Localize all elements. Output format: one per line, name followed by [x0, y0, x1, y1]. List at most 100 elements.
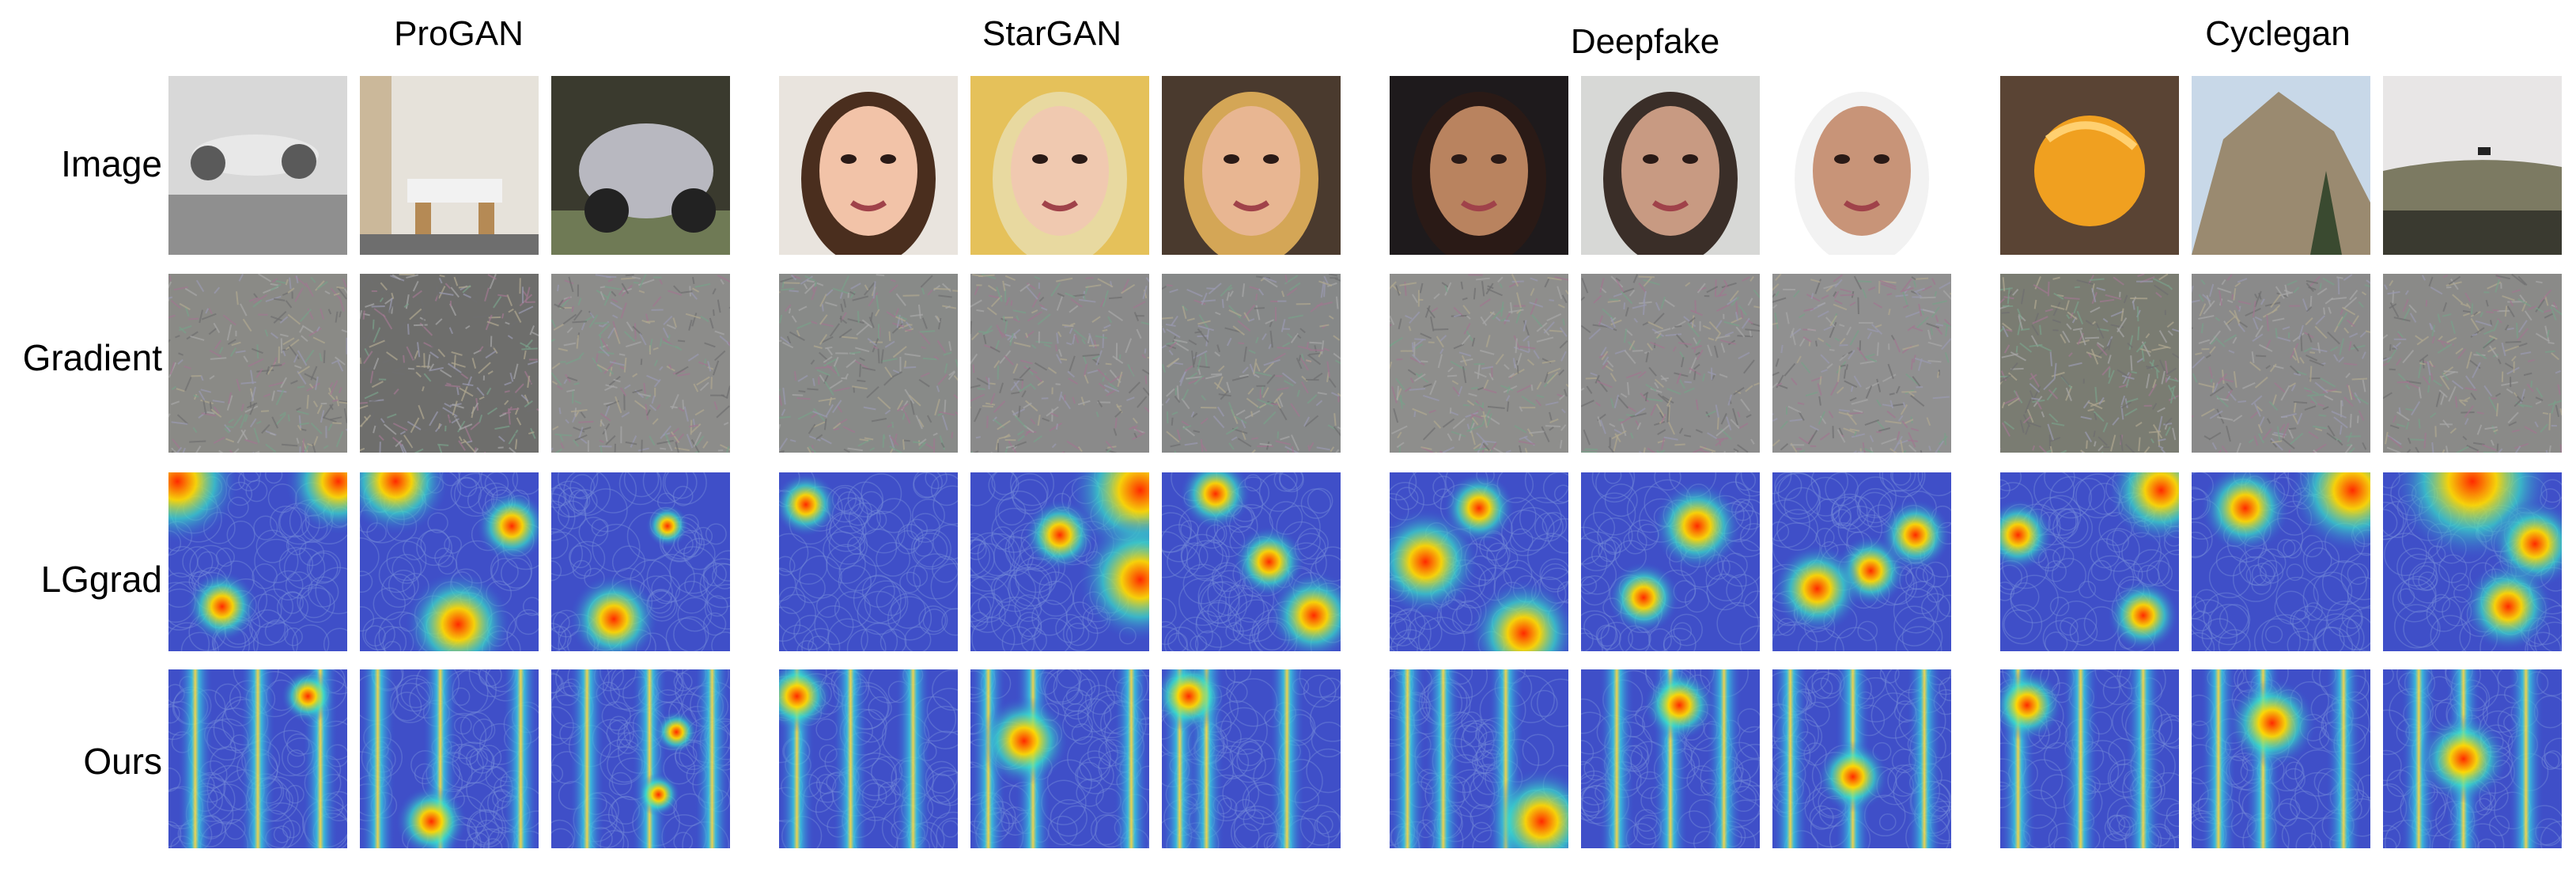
gradient-map-panel	[1162, 274, 1341, 453]
lggrad-heatmap-panel	[1390, 472, 1568, 651]
ours-heatmap-panel	[2192, 669, 2370, 848]
ours-heatmap-panel	[1581, 669, 1760, 848]
face-photo-panel	[1162, 76, 1341, 255]
gradient-map-icon	[360, 274, 539, 453]
heatmap-icon	[2383, 472, 2562, 651]
gradient-map-panel	[2000, 274, 2179, 453]
heatmap-icon	[551, 472, 730, 651]
lggrad-heatmap-panel	[168, 472, 347, 651]
heatmap-icon	[1390, 472, 1568, 651]
ours-heatmap-panel	[779, 669, 958, 848]
airplane-photo-icon	[168, 76, 347, 255]
face-photo-icon	[1581, 76, 1760, 255]
gradient-map-icon	[1162, 274, 1341, 453]
heatmap-icon	[360, 472, 539, 651]
lggrad-heatmap-panel	[2383, 472, 2562, 651]
dining-room-photo-icon	[360, 76, 539, 255]
heatmap-icon	[970, 669, 1149, 848]
gradient-map-panel	[779, 274, 958, 453]
gradient-map-icon	[551, 274, 730, 453]
ours-heatmap-panel	[168, 669, 347, 848]
lggrad-heatmap-panel	[1772, 472, 1951, 651]
gradient-map-panel	[1581, 274, 1760, 453]
ours-heatmap-panel	[1390, 669, 1568, 848]
gradient-map-panel	[2383, 274, 2562, 453]
heatmap-icon	[779, 472, 958, 651]
lggrad-heatmap-panel	[779, 472, 958, 651]
hill-horse-photo-panel	[2383, 76, 2562, 255]
ours-heatmap-panel	[551, 669, 730, 848]
group-title-deepfake: Deepfake	[1570, 22, 1720, 61]
gradient-map-icon	[1390, 274, 1568, 453]
lggrad-heatmap-panel	[551, 472, 730, 651]
gradient-map-panel	[168, 274, 347, 453]
gradient-map-icon	[2383, 274, 2562, 453]
lggrad-heatmap-panel	[2192, 472, 2370, 651]
gradient-map-panel	[360, 274, 539, 453]
heatmap-icon	[2000, 669, 2179, 848]
group-title-stargan: StarGAN	[982, 14, 1122, 53]
face-photo-panel	[1772, 76, 1951, 255]
row-label-gradient: Gradient	[22, 337, 162, 378]
face-photo-icon	[779, 76, 958, 255]
gradient-map-icon	[1581, 274, 1760, 453]
face-photo-panel	[779, 76, 958, 255]
ours-heatmap-panel	[1162, 669, 1341, 848]
lggrad-heatmap-panel	[1581, 472, 1760, 651]
lggrad-heatmap-panel	[1162, 472, 1341, 651]
heatmap-icon	[2000, 472, 2179, 651]
heatmap-icon	[168, 472, 347, 651]
heatmap-icon	[779, 669, 958, 848]
gradient-map-icon	[168, 274, 347, 453]
gradient-map-icon	[970, 274, 1149, 453]
orange-photo-icon	[2000, 76, 2179, 255]
cliff-photo-icon	[2192, 76, 2370, 255]
gradient-map-icon	[2192, 274, 2370, 453]
gradient-map-panel	[1390, 274, 1568, 453]
lggrad-heatmap-panel	[2000, 472, 2179, 651]
group-title-progan: ProGAN	[394, 14, 524, 53]
ours-heatmap-panel	[1772, 669, 1951, 848]
gradient-map-panel	[1772, 274, 1951, 453]
row-label-lggrad: LGgrad	[40, 559, 162, 600]
face-photo-icon	[1162, 76, 1341, 255]
ours-heatmap-panel	[2383, 669, 2562, 848]
heatmap-icon	[551, 669, 730, 848]
row-label-ours: Ours	[83, 741, 162, 782]
gradient-map-panel	[551, 274, 730, 453]
airplane-photo-panel	[168, 76, 347, 255]
gradient-map-panel	[2192, 274, 2370, 453]
gradient-map-icon	[1772, 274, 1951, 453]
group-title-cyclegan: Cyclegan	[2205, 14, 2351, 53]
face-photo-icon	[1772, 76, 1951, 255]
face-photo-panel	[970, 76, 1149, 255]
heatmap-icon	[2383, 669, 2562, 848]
face-photo-panel	[1581, 76, 1760, 255]
heatmap-icon	[168, 669, 347, 848]
orange-photo-panel	[2000, 76, 2179, 255]
heatmap-icon	[1581, 669, 1760, 848]
heatmap-icon	[1162, 669, 1341, 848]
heatmap-icon	[1772, 669, 1951, 848]
heatmap-icon	[1581, 472, 1760, 651]
heatmap-icon	[2192, 472, 2370, 651]
row-label-image: Image	[61, 143, 162, 184]
gradient-map-panel	[970, 274, 1149, 453]
lggrad-heatmap-panel	[970, 472, 1149, 651]
ours-heatmap-panel	[2000, 669, 2179, 848]
heatmap-icon	[1162, 472, 1341, 651]
motor-scooter-photo-icon	[551, 76, 730, 255]
dining-room-photo-panel	[360, 76, 539, 255]
heatmap-icon	[2192, 669, 2370, 848]
hill-horse-photo-icon	[2383, 76, 2562, 255]
heatmap-icon	[1772, 472, 1951, 651]
gradient-map-icon	[779, 274, 958, 453]
ours-heatmap-panel	[360, 669, 539, 848]
heatmap-icon	[360, 669, 539, 848]
ours-heatmap-panel	[970, 669, 1149, 848]
gradient-map-icon	[2000, 274, 2179, 453]
face-photo-panel	[1390, 76, 1568, 255]
heatmap-icon	[970, 472, 1149, 651]
lggrad-heatmap-panel	[360, 472, 539, 651]
